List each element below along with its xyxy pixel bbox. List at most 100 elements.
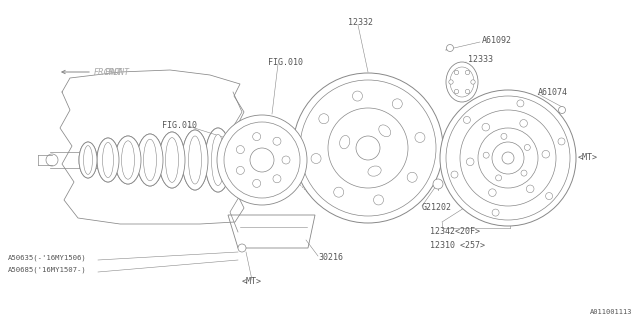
Text: FIG.010: FIG.010 xyxy=(268,58,303,67)
Circle shape xyxy=(447,44,454,52)
Circle shape xyxy=(446,96,570,220)
Text: A50635(-'16MY1506): A50635(-'16MY1506) xyxy=(8,255,87,261)
Circle shape xyxy=(392,99,403,109)
Text: 12310 <257>: 12310 <257> xyxy=(430,242,485,251)
Text: A61092: A61092 xyxy=(482,36,512,44)
Circle shape xyxy=(440,90,576,226)
Ellipse shape xyxy=(182,130,208,190)
Circle shape xyxy=(482,123,490,131)
Ellipse shape xyxy=(143,139,157,181)
Circle shape xyxy=(333,187,344,197)
Circle shape xyxy=(46,154,58,166)
Ellipse shape xyxy=(340,135,350,149)
Circle shape xyxy=(311,154,321,164)
Circle shape xyxy=(253,132,260,140)
Ellipse shape xyxy=(97,138,119,182)
Text: A011001113: A011001113 xyxy=(589,309,632,315)
Circle shape xyxy=(465,70,470,75)
Ellipse shape xyxy=(79,142,97,178)
Ellipse shape xyxy=(446,62,478,102)
Circle shape xyxy=(465,89,470,94)
Ellipse shape xyxy=(122,141,134,179)
Circle shape xyxy=(328,108,408,188)
Circle shape xyxy=(236,146,244,154)
Circle shape xyxy=(495,175,502,181)
Circle shape xyxy=(433,179,443,189)
Text: <CVT>: <CVT> xyxy=(352,95,377,105)
Circle shape xyxy=(217,115,307,205)
Ellipse shape xyxy=(159,132,185,188)
Ellipse shape xyxy=(189,136,202,184)
Ellipse shape xyxy=(137,134,163,186)
Circle shape xyxy=(224,122,300,198)
Circle shape xyxy=(253,180,260,188)
Circle shape xyxy=(374,195,383,205)
Circle shape xyxy=(273,175,281,183)
Circle shape xyxy=(545,193,552,200)
Text: G21202: G21202 xyxy=(422,204,452,212)
Text: 12333: 12333 xyxy=(468,55,493,65)
Circle shape xyxy=(353,91,362,101)
Ellipse shape xyxy=(368,166,381,176)
Ellipse shape xyxy=(379,125,390,137)
Text: FRONT: FRONT xyxy=(105,68,130,76)
Text: <MT>: <MT> xyxy=(578,154,598,163)
Circle shape xyxy=(467,158,474,165)
Ellipse shape xyxy=(79,142,97,178)
Circle shape xyxy=(293,73,443,223)
Circle shape xyxy=(407,172,417,182)
Circle shape xyxy=(471,80,476,84)
Circle shape xyxy=(300,80,436,216)
Ellipse shape xyxy=(97,138,119,182)
Ellipse shape xyxy=(115,136,141,184)
Ellipse shape xyxy=(450,67,474,97)
Circle shape xyxy=(492,209,499,216)
Text: A50685('16MY1507-): A50685('16MY1507-) xyxy=(8,267,87,273)
Circle shape xyxy=(451,171,458,178)
Circle shape xyxy=(478,128,538,188)
Ellipse shape xyxy=(102,142,113,178)
Circle shape xyxy=(558,138,565,145)
Text: FIG.010: FIG.010 xyxy=(162,121,197,130)
Circle shape xyxy=(521,170,527,176)
Circle shape xyxy=(488,189,496,196)
Circle shape xyxy=(356,136,380,160)
Circle shape xyxy=(542,150,550,158)
Ellipse shape xyxy=(205,128,231,192)
Text: A61074: A61074 xyxy=(538,87,568,97)
Circle shape xyxy=(273,137,281,145)
Ellipse shape xyxy=(83,146,93,174)
Circle shape xyxy=(520,120,527,127)
Ellipse shape xyxy=(182,130,208,190)
Text: 12342<20F>: 12342<20F> xyxy=(430,228,480,236)
Text: FRONT: FRONT xyxy=(94,68,123,76)
Ellipse shape xyxy=(159,132,185,188)
Text: <MT>: <MT> xyxy=(242,277,262,286)
Circle shape xyxy=(236,166,244,174)
Circle shape xyxy=(319,114,329,124)
Circle shape xyxy=(460,110,556,206)
Circle shape xyxy=(454,70,459,75)
Circle shape xyxy=(502,152,514,164)
Circle shape xyxy=(526,185,534,193)
Circle shape xyxy=(250,148,274,172)
Circle shape xyxy=(524,144,531,150)
Ellipse shape xyxy=(137,134,163,186)
Circle shape xyxy=(415,132,425,142)
Text: 12332: 12332 xyxy=(348,18,373,27)
Circle shape xyxy=(501,133,507,140)
Circle shape xyxy=(559,107,566,114)
Circle shape xyxy=(463,116,470,124)
Text: 30216: 30216 xyxy=(318,253,343,262)
Circle shape xyxy=(238,244,246,252)
Circle shape xyxy=(492,142,524,174)
Ellipse shape xyxy=(166,138,179,182)
Circle shape xyxy=(483,152,489,158)
Circle shape xyxy=(449,80,453,84)
Circle shape xyxy=(454,89,459,94)
Circle shape xyxy=(517,100,524,107)
Ellipse shape xyxy=(115,136,141,184)
Ellipse shape xyxy=(205,128,231,192)
Ellipse shape xyxy=(211,134,225,186)
Circle shape xyxy=(282,156,290,164)
